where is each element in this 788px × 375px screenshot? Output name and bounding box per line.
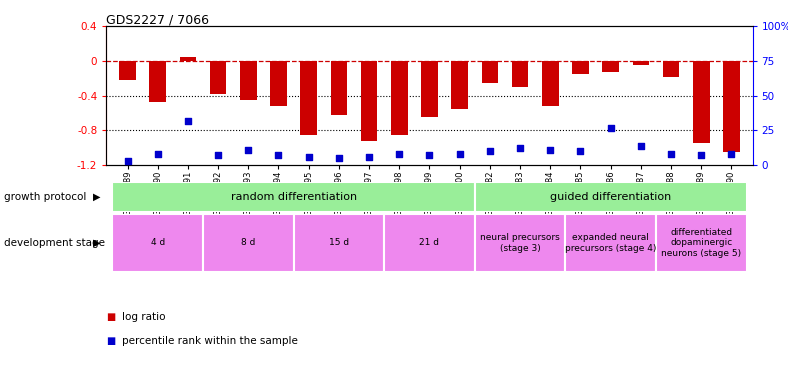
Bar — [113, 214, 203, 272]
Text: development stage: development stage — [4, 238, 105, 248]
Text: guided differentiation: guided differentiation — [550, 192, 671, 202]
Text: GDS2227 / 7066: GDS2227 / 7066 — [106, 13, 210, 26]
Bar — [331, 61, 348, 115]
Point — [574, 148, 587, 154]
Bar — [542, 61, 559, 106]
Point — [604, 124, 617, 130]
Bar — [474, 182, 746, 212]
Point — [242, 147, 255, 153]
Bar — [474, 214, 565, 272]
Bar — [723, 61, 740, 152]
Point — [212, 152, 225, 158]
Bar — [633, 61, 649, 65]
Point — [181, 118, 194, 124]
Point — [272, 152, 284, 158]
Bar — [180, 57, 196, 61]
Text: random differentiation: random differentiation — [231, 192, 357, 202]
Bar — [511, 61, 528, 87]
Bar — [150, 61, 166, 102]
Bar — [385, 214, 474, 272]
Bar — [210, 61, 226, 94]
Text: ▶: ▶ — [93, 192, 101, 202]
Bar — [602, 61, 619, 72]
Point — [514, 146, 526, 152]
Point — [634, 142, 647, 148]
Point — [362, 154, 375, 160]
Text: neural precursors
(stage 3): neural precursors (stage 3) — [480, 233, 560, 252]
Bar — [270, 61, 287, 106]
Text: percentile rank within the sample: percentile rank within the sample — [122, 336, 298, 346]
Text: expanded neural
precursors (stage 4): expanded neural precursors (stage 4) — [565, 233, 656, 252]
Point — [423, 152, 436, 158]
Text: 8 d: 8 d — [241, 238, 255, 248]
Bar — [203, 214, 294, 272]
Bar — [113, 182, 474, 212]
Text: 15 d: 15 d — [329, 238, 349, 248]
Bar — [452, 61, 468, 109]
Bar — [119, 61, 136, 80]
Point — [303, 154, 315, 160]
Point — [484, 148, 496, 154]
Bar — [565, 214, 656, 272]
Point — [725, 151, 738, 157]
Bar — [361, 61, 377, 141]
Bar — [481, 61, 498, 82]
Bar — [663, 61, 679, 76]
Bar — [300, 61, 317, 135]
Bar — [391, 61, 407, 135]
Bar — [421, 61, 438, 117]
Point — [695, 152, 708, 158]
Text: ▶: ▶ — [93, 238, 101, 248]
Point — [151, 151, 164, 157]
Bar — [294, 214, 385, 272]
Point — [453, 151, 466, 157]
Bar — [240, 61, 257, 100]
Point — [544, 147, 556, 153]
Text: ■: ■ — [106, 312, 116, 322]
Point — [121, 158, 134, 164]
Text: 21 d: 21 d — [419, 238, 440, 248]
Bar — [656, 214, 746, 272]
Text: 4 d: 4 d — [151, 238, 165, 248]
Point — [665, 151, 678, 157]
Point — [393, 151, 406, 157]
Point — [333, 155, 345, 161]
Text: growth protocol: growth protocol — [4, 192, 87, 202]
Text: log ratio: log ratio — [122, 312, 165, 322]
Bar — [693, 61, 709, 143]
Bar — [572, 61, 589, 74]
Text: differentiated
dopaminergic
neurons (stage 5): differentiated dopaminergic neurons (sta… — [661, 228, 742, 258]
Text: ■: ■ — [106, 336, 116, 346]
